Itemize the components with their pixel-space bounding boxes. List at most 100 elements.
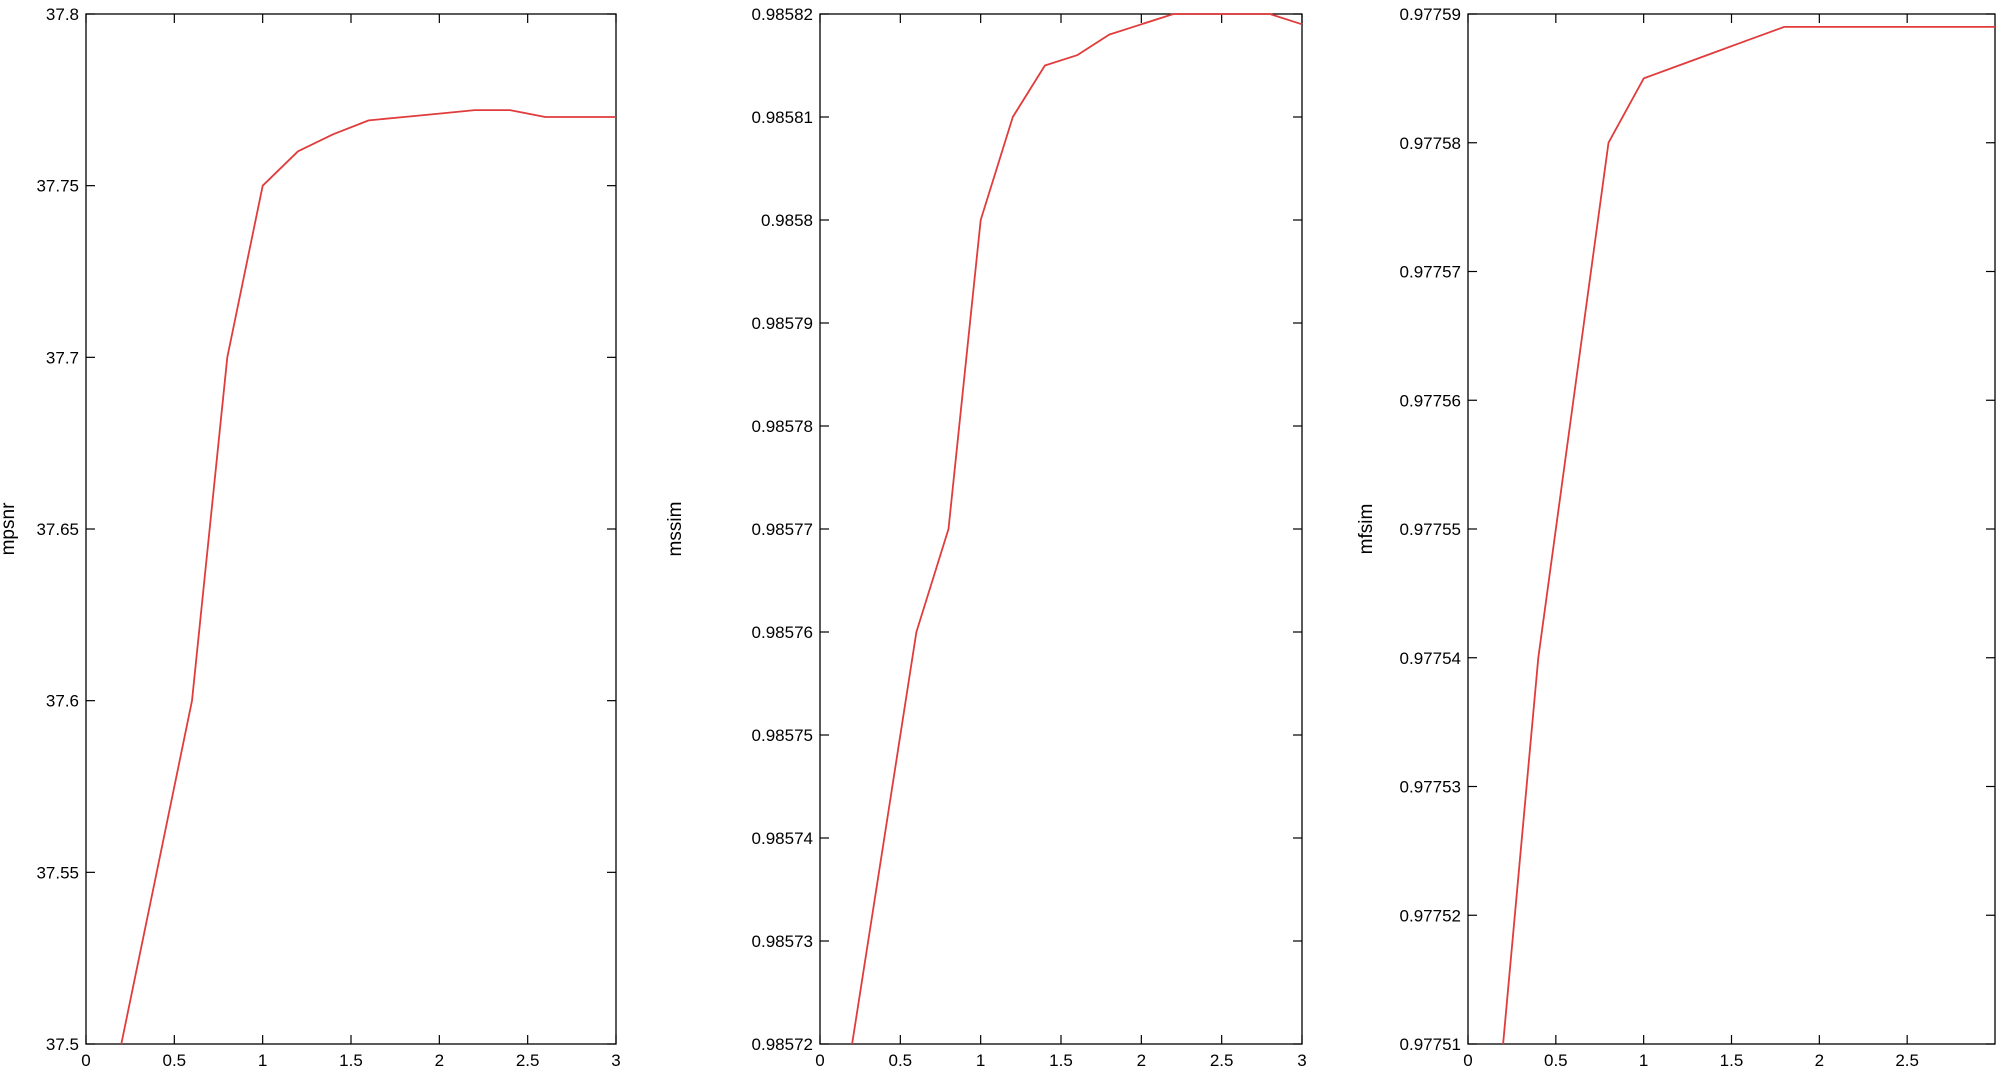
data-point <box>1108 33 1110 35</box>
data-point <box>1713 51 1715 53</box>
y-tick-label: 0.98573 <box>752 932 813 951</box>
data-point <box>579 116 581 118</box>
y-tick-label: 0.98581 <box>752 108 813 127</box>
data-point <box>1237 13 1239 15</box>
x-tick-label: 2 <box>1815 1051 1824 1070</box>
y-tick-label: 0.97759 <box>1400 5 1461 24</box>
plot-frame <box>1467 13 1996 1045</box>
data-point <box>191 699 193 701</box>
x-tick-label: 1.5 <box>1720 1051 1744 1070</box>
series-line <box>851 13 1303 1045</box>
data-point <box>1140 23 1142 25</box>
data-point <box>1853 26 1855 28</box>
x-tick-label: 0.5 <box>889 1051 913 1070</box>
data-point <box>261 184 263 186</box>
data-point <box>438 112 440 114</box>
data-point <box>120 1043 122 1045</box>
data-point <box>509 109 511 111</box>
y-tick-label: 0.98574 <box>752 829 813 848</box>
y-axis-label: mfsim <box>1356 504 1377 555</box>
y-tick-label: 0.97755 <box>1400 520 1461 539</box>
data-point <box>155 871 157 873</box>
data-point <box>615 116 617 118</box>
data-point <box>851 1043 853 1045</box>
y-tick-label: 0.97754 <box>1400 649 1461 668</box>
x-tick-label: 1 <box>258 1051 267 1070</box>
y-tick-label: 0.98578 <box>752 417 813 436</box>
data-point <box>1818 26 1820 28</box>
data-point <box>1301 23 1303 25</box>
x-tick-label: 0.5 <box>1544 1051 1568 1070</box>
data-point <box>1642 77 1644 79</box>
y-tick-label: 0.97757 <box>1400 263 1461 282</box>
y-tick-label: 0.97756 <box>1400 391 1461 410</box>
y-tick-label: 0.97751 <box>1400 1035 1461 1054</box>
y-tick-label: 0.98575 <box>752 726 813 745</box>
data-point <box>226 356 228 358</box>
x-tick-label: 0.5 <box>163 1051 187 1070</box>
x-tick-label: 2 <box>1137 1051 1146 1070</box>
x-tick-label: 0 <box>81 1051 90 1070</box>
x-tick-label: 3 <box>1297 1051 1306 1070</box>
y-tick-label: 37.7 <box>46 348 79 367</box>
data-point <box>1204 13 1206 15</box>
x-tick-label: 3 <box>611 1051 620 1070</box>
x-tick-label: 0 <box>815 1051 824 1070</box>
x-tick-label: 1.5 <box>1049 1051 1073 1070</box>
data-point <box>1076 54 1078 56</box>
data-point <box>1537 657 1539 659</box>
y-tick-label: 0.97752 <box>1400 906 1461 925</box>
y-tick-label: 37.75 <box>36 177 79 196</box>
panel-mpsnr: 0 0.5 1 1.5 2 2.5 3 37.5 37.55 37.6 37.65 37.7 37.75… <box>0 5 621 1070</box>
y-tick-label: 37.65 <box>36 520 79 539</box>
data-point <box>1888 26 1890 28</box>
y-axis-label: mpsnr <box>0 502 19 555</box>
data-point <box>297 150 299 152</box>
x-tick-label: 2 <box>435 1051 444 1070</box>
data-point <box>473 109 475 111</box>
plot-frame <box>819 13 1303 1045</box>
y-axis-label: mssim <box>665 502 686 557</box>
data-point <box>1012 116 1014 118</box>
data-point <box>1269 13 1271 15</box>
y-tick-label: 37.8 <box>46 5 79 24</box>
x-tick-label: 1.5 <box>339 1051 363 1070</box>
data-point <box>947 528 949 530</box>
data-point <box>1607 142 1609 144</box>
x-tick-label: 2.5 <box>1895 1051 1919 1070</box>
x-tick-label: 0 <box>1463 1051 1472 1070</box>
data-point <box>1783 26 1785 28</box>
data-point <box>367 119 369 121</box>
x-tick-label: 2.5 <box>1210 1051 1234 1070</box>
data-point <box>544 116 546 118</box>
y-tick-label: 0.97758 <box>1400 134 1461 153</box>
data-point <box>332 133 334 135</box>
plot-frame <box>85 13 617 1045</box>
y-tick-label: 0.98579 <box>752 314 813 333</box>
data-point <box>883 837 885 839</box>
data-point <box>1994 26 1996 28</box>
data-point <box>915 631 917 633</box>
data-point <box>1924 26 1926 28</box>
y-tick-label: 37.6 <box>46 692 79 711</box>
data-point <box>979 219 981 221</box>
data-point <box>1572 399 1574 401</box>
data-point <box>1959 26 1961 28</box>
series-line <box>120 109 616 1045</box>
series-line <box>1502 25 1995 1045</box>
y-tick-label: 0.98577 <box>752 520 813 539</box>
panel-mfsim: 0 0.5 1 1.5 2 2.5 0.97751 0.97752 0.97753 0.97754… <box>1356 5 1996 1070</box>
y-tick-label: 37.55 <box>36 863 79 882</box>
y-tick-label: 0.9858 <box>761 211 813 230</box>
y-tick-label: 0.98582 <box>752 5 813 24</box>
data-point <box>403 116 405 118</box>
x-tick-label: 1 <box>976 1051 985 1070</box>
y-tick-label: 0.98572 <box>752 1035 813 1054</box>
x-tick-label: 2.5 <box>516 1051 540 1070</box>
y-tick-label: 0.97753 <box>1400 778 1461 797</box>
y-tick-label: 37.5 <box>46 1035 79 1054</box>
data-point <box>1044 64 1046 66</box>
data-point <box>1172 13 1174 15</box>
y-tick-label: 0.98576 <box>752 623 813 642</box>
